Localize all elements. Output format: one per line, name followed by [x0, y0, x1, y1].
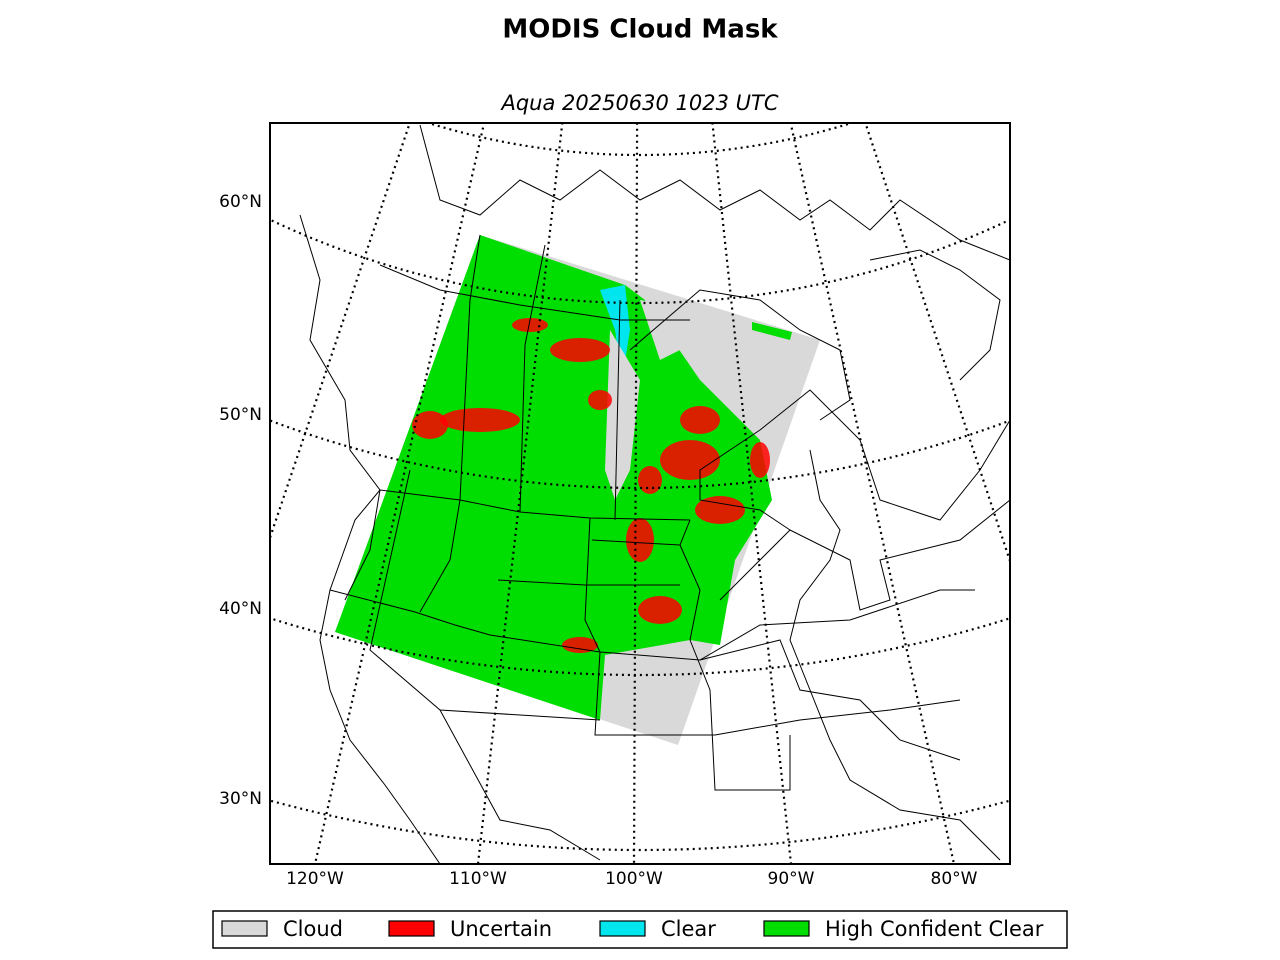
uncertain-patch [638, 466, 662, 494]
title: MODIS Cloud Mask [502, 15, 778, 45]
longitude-label: 80°W [931, 869, 978, 889]
cloud-mask-swath [335, 235, 820, 745]
cloud-patch [640, 300, 700, 360]
uncertain-patch [626, 518, 654, 562]
map-frame [269, 122, 1011, 865]
legend-label: Cloud [283, 917, 343, 941]
legend-swatch [388, 920, 435, 937]
longitude-label: 110°W [449, 869, 507, 889]
uncertain-patch [588, 390, 612, 410]
latitude-label: 30°N [219, 789, 262, 809]
uncertain-patch [550, 338, 610, 362]
legend-label: High Confident Clear [825, 917, 1044, 941]
meridian [632, 123, 639, 864]
cloud-patch [605, 330, 640, 500]
longitude-label: 100°W [605, 869, 663, 889]
latitude-label: 50°N [219, 405, 262, 425]
legend-swatch [599, 920, 646, 937]
uncertain-patch [750, 442, 770, 478]
parallel [425, 123, 855, 156]
legend-label: Uncertain [450, 917, 552, 941]
subtitle: Aqua 20250630 1023 UTC [499, 91, 778, 115]
parallel [270, 799, 1010, 851]
uncertain-patch [680, 406, 720, 434]
uncertain-patch [695, 496, 745, 524]
boundaries [299, 124, 1010, 864]
latitude-label: 60°N [219, 192, 262, 212]
uncertain-patch [412, 411, 448, 439]
clear-area [752, 322, 792, 340]
uncertain-patch [440, 408, 520, 432]
legend-box [212, 910, 1068, 949]
legend-swatch [221, 920, 268, 937]
latitude-label: 40°N [219, 599, 262, 619]
meridian [313, 123, 486, 864]
meridian [789, 123, 956, 864]
uncertain-patch [638, 596, 682, 624]
longitude-label: 120°W [286, 869, 344, 889]
longitude-label: 90°W [768, 869, 815, 889]
uncertain-patch [562, 637, 598, 653]
uncertain-patch [660, 440, 720, 480]
graticule [270, 123, 1010, 864]
map-area [270, 123, 1010, 864]
parallel [270, 616, 1010, 676]
uncertain-patch [512, 318, 548, 332]
legend-label: Clear [661, 917, 716, 941]
legend-swatch [763, 920, 810, 937]
